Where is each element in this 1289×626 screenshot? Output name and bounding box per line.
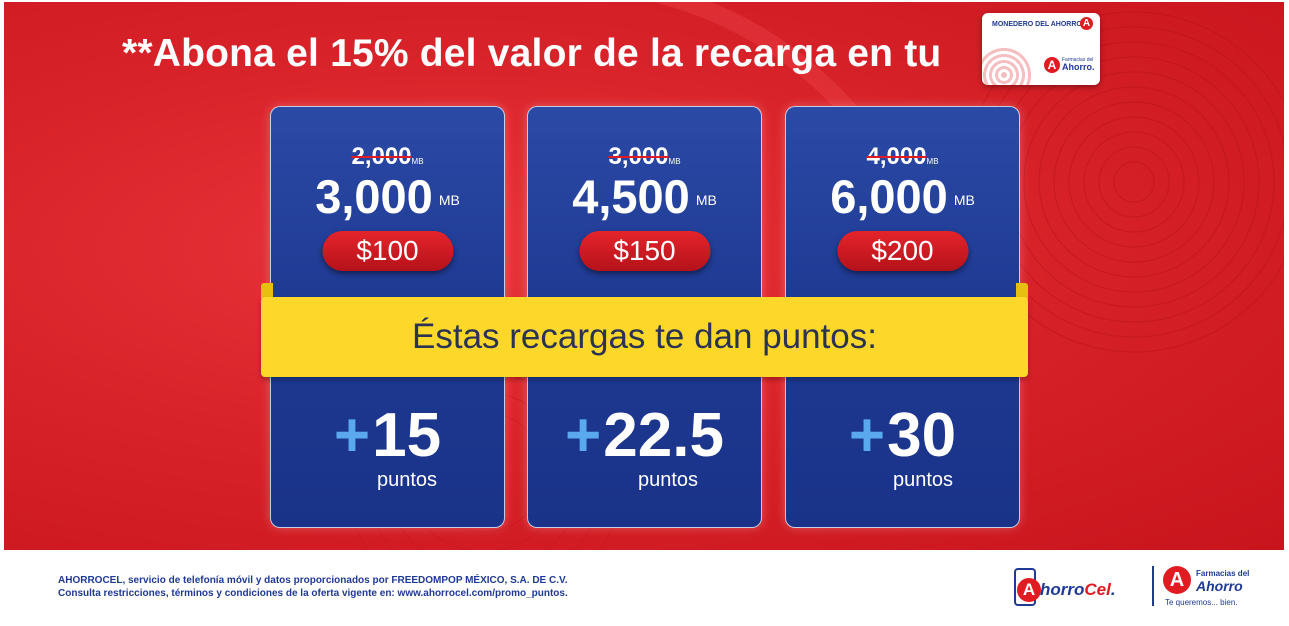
points-label: puntos <box>638 469 699 491</box>
new-mb-value: 3,000 <box>315 170 433 223</box>
new-mb-value: 6,000 <box>830 170 948 223</box>
farmacias-big: Ahorro <box>1196 578 1243 594</box>
ahorrocel-a-icon: A <box>1017 578 1041 602</box>
points-ribbon: Éstas recargas te dan puntos: <box>261 297 1028 377</box>
new-mb: 4,500 MB <box>528 169 761 224</box>
headline: **Abona el 15% del valor de la recarga e… <box>122 32 942 75</box>
card-brand-small: Farmacias del <box>1062 57 1094 63</box>
farmacias-tagline: Te queremos... bien. <box>1165 598 1238 607</box>
footer-legal-1: AHORROCEL, servicio de telefonía móvil y… <box>58 575 568 586</box>
ahorrocel-name-2: Cel <box>1084 580 1111 599</box>
plus-icon: + <box>333 401 371 470</box>
ribbon-fold-right <box>1016 283 1028 299</box>
new-mb-value: 4,500 <box>572 170 690 223</box>
new-mb-unit: MB <box>953 192 975 208</box>
logo-divider <box>1152 566 1154 606</box>
old-mb-unit: MB <box>926 157 939 166</box>
card-pattern <box>982 45 1034 85</box>
card-a-icon: A <box>1080 17 1093 30</box>
old-mb: 3,000MB <box>528 143 761 171</box>
farmacias-logo: A Farmacias del Ahorro Te queremos... bi… <box>1163 566 1249 610</box>
footer-legal-2: Consulta restricciones, términos y condi… <box>58 588 568 599</box>
old-mb: 2,000MB <box>271 143 504 171</box>
price-pill[interactable]: $150 <box>579 231 710 271</box>
old-mb-value: 4,000 <box>866 143 927 170</box>
new-mb: 6,000 MB <box>786 169 1019 224</box>
points-value: 15 <box>372 401 442 470</box>
points-value: 22.5 <box>603 401 724 470</box>
ahorrocel-name-1: horro <box>1040 580 1085 599</box>
card-brand-big: Ahorro. <box>1062 62 1095 72</box>
card-brand: Farmacias del Ahorro. <box>1062 57 1095 72</box>
points: +22.5 <box>528 405 761 467</box>
old-mb-unit: MB <box>668 157 681 166</box>
points-value: 30 <box>887 401 957 470</box>
ahorrocel-logo: A horroCel. <box>1014 566 1140 610</box>
points-label: puntos <box>377 469 438 491</box>
monedero-card-logo: MONEDERO DEL AHORRO A A Farmacias del Ah… <box>982 13 1100 85</box>
new-mb: 3,000 MB <box>271 169 504 224</box>
old-mb-value: 2,000 <box>351 143 412 170</box>
farmacias-a-icon: A <box>1163 566 1191 594</box>
old-mb: 4,000MB <box>786 143 1019 171</box>
new-mb-unit: MB <box>438 192 460 208</box>
ahorrocel-name: horroCel. <box>1040 580 1116 599</box>
points: +30 <box>786 405 1019 467</box>
price-pill[interactable]: $200 <box>837 231 968 271</box>
points: +15 <box>271 405 504 467</box>
plus-icon: + <box>848 401 886 470</box>
ribbon-fold-left <box>261 283 273 299</box>
price-pill[interactable]: $100 <box>322 231 453 271</box>
plus-icon: + <box>565 401 602 470</box>
farmacias-small: Farmacias del <box>1196 569 1250 578</box>
points-label: puntos <box>893 469 954 491</box>
card-title: MONEDERO DEL AHORRO <box>992 21 1082 28</box>
new-mb-unit: MB <box>695 192 717 208</box>
old-mb-unit: MB <box>411 157 424 166</box>
card-brand-a-icon: A <box>1044 57 1060 73</box>
old-mb-value: 3,000 <box>608 143 669 170</box>
